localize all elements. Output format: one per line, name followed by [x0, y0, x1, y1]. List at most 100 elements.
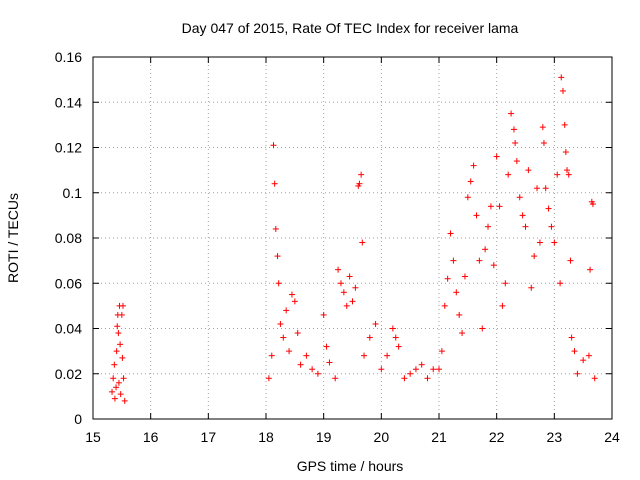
- data-point: [516, 194, 523, 201]
- data-point: [510, 126, 517, 133]
- data-point: [528, 284, 535, 291]
- data-point: [540, 139, 547, 146]
- data-point: [562, 149, 569, 156]
- data-point: [536, 239, 543, 246]
- grid-lines: [93, 57, 612, 419]
- data-point: [395, 343, 402, 350]
- data-point: [531, 253, 538, 260]
- data-point: [461, 273, 468, 280]
- x-tick-label: 22: [489, 429, 505, 445]
- data-point: [389, 325, 396, 332]
- data-point: [513, 158, 520, 165]
- data-point: [384, 352, 391, 359]
- data-point: [545, 205, 552, 212]
- data-point: [591, 375, 598, 382]
- data-point: [326, 359, 333, 366]
- x-tick-label: 16: [143, 429, 159, 445]
- data-point: [571, 348, 578, 355]
- y-tick-label: 0.12: [55, 140, 82, 156]
- data-point: [118, 311, 125, 318]
- data-point: [487, 203, 494, 210]
- y-tick-label: 0.06: [55, 275, 82, 291]
- data-point: [288, 291, 295, 298]
- data-point: [479, 325, 486, 332]
- data-point: [117, 341, 124, 348]
- data-point: [473, 212, 480, 219]
- data-point: [444, 275, 451, 282]
- data-point: [280, 334, 287, 341]
- data-point: [564, 167, 571, 174]
- data-point: [268, 352, 275, 359]
- y-tick-label: 0.14: [55, 94, 82, 110]
- data-point: [519, 212, 526, 219]
- data-point: [352, 284, 359, 291]
- data-point: [271, 180, 278, 187]
- data-point: [424, 375, 431, 382]
- data-point: [356, 180, 363, 187]
- data-point: [119, 302, 126, 309]
- data-point: [297, 361, 304, 368]
- data-point: [407, 370, 414, 377]
- data-point: [476, 257, 483, 264]
- data-point: [496, 203, 503, 210]
- data-point: [551, 239, 558, 246]
- data-point: [430, 366, 437, 373]
- data-point: [561, 121, 568, 128]
- data-point: [436, 366, 442, 373]
- y-tick-label: 0: [74, 411, 82, 427]
- data-point: [275, 280, 282, 287]
- y-tick-label: 0.16: [55, 49, 82, 65]
- data-point: [270, 142, 277, 149]
- data-point: [113, 384, 120, 391]
- x-tick-label: 21: [431, 429, 447, 445]
- data-point: [542, 185, 549, 192]
- data-point: [580, 357, 587, 364]
- data-point: [337, 280, 344, 287]
- data-point: [539, 124, 546, 131]
- data-point: [589, 201, 596, 208]
- y-tick-label: 0.1: [63, 185, 83, 201]
- data-point: [485, 223, 492, 230]
- data-point: [412, 366, 419, 373]
- y-tick-label: 0.04: [55, 321, 82, 337]
- x-tick-label: 18: [258, 429, 274, 445]
- data-point: [332, 375, 339, 382]
- data-point: [119, 354, 126, 361]
- data-point: [303, 352, 310, 359]
- chart-title: Day 047 of 2015, Rate Of TEC Index for r…: [182, 20, 519, 36]
- data-point: [283, 307, 290, 314]
- data-point: [361, 352, 368, 359]
- plot-frame: [92, 56, 613, 420]
- data-point: [335, 266, 342, 273]
- data-point: [110, 375, 117, 382]
- data-point: [349, 298, 356, 305]
- data-point: [309, 366, 316, 373]
- data-point: [115, 330, 122, 337]
- data-point: [464, 194, 471, 201]
- data-point: [438, 348, 445, 355]
- data-point: [274, 253, 281, 260]
- data-point: [401, 375, 408, 382]
- data-point: [559, 87, 566, 94]
- data-point: [453, 289, 460, 296]
- y-tick-label: 0.08: [55, 230, 82, 246]
- data-point: [574, 370, 581, 377]
- data-point: [294, 330, 301, 337]
- data-point: [567, 257, 574, 264]
- y-axis-label: ROTI / TECUs: [5, 193, 21, 283]
- data-point: [372, 320, 379, 327]
- data-point: [378, 366, 385, 373]
- data-point: [548, 223, 555, 230]
- data-point: [121, 397, 128, 404]
- data-point: [418, 361, 425, 368]
- data-point: [109, 388, 116, 395]
- data-point: [359, 239, 366, 246]
- data-point: [587, 266, 594, 273]
- data-point: [585, 352, 592, 359]
- data-point: [558, 74, 565, 81]
- data-point: [554, 171, 561, 178]
- data-point: [117, 391, 124, 398]
- data-point: [459, 330, 466, 337]
- data-point: [277, 320, 284, 327]
